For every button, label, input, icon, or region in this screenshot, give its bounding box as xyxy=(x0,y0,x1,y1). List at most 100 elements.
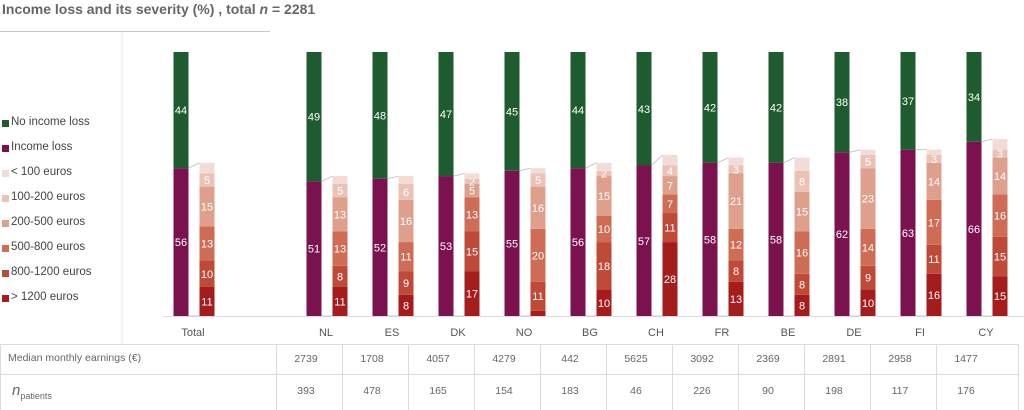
severity-segment-gt-1200 xyxy=(199,286,215,316)
label-income-loss: 57 xyxy=(638,236,650,248)
label-no-income-loss: 34 xyxy=(968,92,980,104)
legend-swatch xyxy=(2,270,9,277)
legend-swatch xyxy=(2,220,9,227)
severity-segment-100-200 xyxy=(332,184,348,198)
severity-label-100-200: 2 xyxy=(601,168,607,180)
x-tick-label: BG xyxy=(582,327,598,339)
severity-label-800-1200: 8 xyxy=(733,266,739,278)
chart-title: Income loss and its severity (%) , total… xyxy=(2,1,315,17)
label-income-loss: 63 xyxy=(902,228,914,240)
severity-segment-500-800 xyxy=(596,215,612,243)
severity-label-200-500: 15 xyxy=(598,191,610,203)
severity-label-200-500: 13 xyxy=(334,209,346,221)
connector-line-top xyxy=(519,167,531,172)
severity-segment-800-1200 xyxy=(926,244,942,274)
severity-segment-gt-1200 xyxy=(530,310,546,316)
bar-no-income-loss xyxy=(570,52,586,169)
bar-no-income-loss xyxy=(306,52,322,182)
severity-segment-800-1200 xyxy=(662,213,678,243)
severity-segment-gt-1200 xyxy=(596,289,612,316)
label-income-loss: 58 xyxy=(770,234,782,246)
severity-segment-200-500 xyxy=(530,186,546,229)
label-no-income-loss: 48 xyxy=(374,110,386,122)
table-cell: 46 xyxy=(630,385,642,397)
severity-segment-gt-1200 xyxy=(398,294,414,316)
patients-n-symbol: n xyxy=(12,382,21,399)
label-no-income-loss: 47 xyxy=(440,109,452,121)
severity-segment-200-500 xyxy=(794,191,810,232)
table-row-divider xyxy=(0,374,1018,375)
severity-segment-100-200 xyxy=(464,178,480,184)
severity-label-500-800: 11 xyxy=(400,252,411,264)
severity-segment-lt-100 xyxy=(530,168,546,174)
table-row-label-earnings: Median monthly earnings (€) xyxy=(8,352,142,364)
table-column-divider xyxy=(342,344,343,410)
severity-segment-100-200 xyxy=(794,170,810,192)
x-tick-label: ES xyxy=(385,327,400,339)
bar-no-income-loss xyxy=(702,52,718,163)
connector-line-top xyxy=(387,175,399,180)
bar-no-income-loss xyxy=(834,52,850,153)
chart-title-tail: = 2281 xyxy=(268,1,316,17)
table-cell: 2891 xyxy=(822,353,846,365)
legend-swatch xyxy=(2,145,9,152)
severity-segment-800-1200 xyxy=(530,281,546,311)
legend-label: 800-1200 euros xyxy=(11,266,92,278)
severity-segment-gt-1200 xyxy=(332,286,348,316)
connector-line-top xyxy=(321,175,333,182)
severity-label-200-500: 15 xyxy=(201,201,213,213)
connector-line-top xyxy=(717,157,729,164)
legend-label: Income loss xyxy=(11,141,73,153)
severity-segment-lt-100 xyxy=(728,157,744,166)
bar-income-loss xyxy=(570,168,586,316)
bar-no-income-loss xyxy=(438,52,454,177)
severity-segment-100-200 xyxy=(860,154,876,169)
severity-label-200-500: 16 xyxy=(532,203,544,215)
severity-segment-100-200 xyxy=(530,173,546,187)
x-tick-label: NL xyxy=(319,327,333,339)
severity-label-gt-1200: 13 xyxy=(730,294,742,306)
x-tick-label: FR xyxy=(715,327,730,339)
severity-label-100-200: 6 xyxy=(403,187,409,199)
bar-income-loss xyxy=(438,176,454,316)
table-cell: 442 xyxy=(561,353,579,365)
connector-line-top xyxy=(453,173,465,177)
severity-segment-lt-100 xyxy=(332,176,348,184)
title-divider xyxy=(0,31,270,32)
legend-label: 200-500 euros xyxy=(11,216,86,228)
table-cell: 2958 xyxy=(888,353,912,365)
label-income-loss: 55 xyxy=(506,238,518,250)
severity-label-800-1200: 9 xyxy=(403,278,409,290)
severity-segment-500-800 xyxy=(530,228,546,282)
severity-label-200-500: 15 xyxy=(796,207,808,219)
severity-segment-lt-100 xyxy=(860,149,876,155)
severity-label-500-800: 10 xyxy=(598,224,610,236)
severity-segment-lt-100 xyxy=(199,162,215,174)
severity-label-500-800: 20 xyxy=(532,250,544,262)
severity-label-800-1200: 8 xyxy=(337,271,343,283)
severity-segment-100-200 xyxy=(728,165,744,174)
severity-label-800-1200: 18 xyxy=(598,261,610,273)
severity-segment-200-500 xyxy=(398,199,414,243)
label-income-loss: 56 xyxy=(175,237,187,249)
severity-label-200-500: 14 xyxy=(994,171,1006,183)
table-column-divider xyxy=(870,344,871,410)
severity-segment-lt-100 xyxy=(992,139,1008,150)
severity-label-gt-1200: 16 xyxy=(928,290,940,302)
table-cell: 165 xyxy=(429,385,447,397)
severity-label-gt-1200: 8 xyxy=(799,300,805,312)
severity-label-800-1200: 9 xyxy=(865,273,871,285)
bar-income-loss xyxy=(504,170,520,316)
bar-income-loss xyxy=(900,149,916,316)
table-column-divider xyxy=(540,344,541,410)
severity-label-100-200: 8 xyxy=(799,176,805,188)
severity-segment-800-1200 xyxy=(596,242,612,290)
label-no-income-loss: 44 xyxy=(175,105,187,117)
legend-swatch xyxy=(2,245,9,252)
severity-segment-200-500 xyxy=(332,197,348,232)
severity-segment-gt-1200 xyxy=(992,276,1008,316)
severity-label-800-1200: 15 xyxy=(466,246,478,258)
severity-label-100-200: 5 xyxy=(204,175,210,187)
severity-segment-gt-1200 xyxy=(464,271,480,316)
bar-income-loss xyxy=(702,162,718,316)
